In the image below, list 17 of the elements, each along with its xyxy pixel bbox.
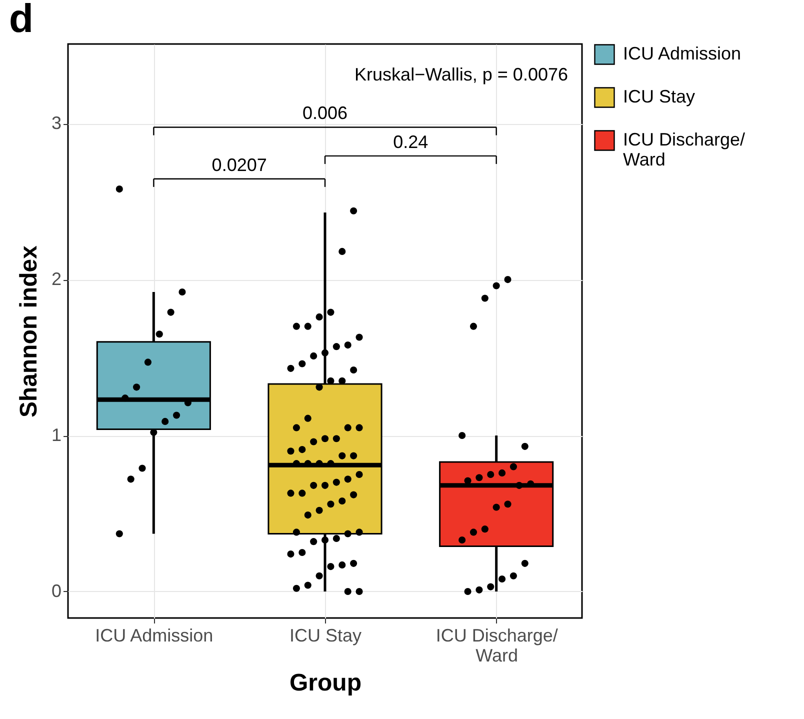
x-tick-label: ICU Discharge/ Ward	[436, 626, 558, 666]
x-axis-title: Group	[290, 670, 362, 696]
annotation: 0.24	[393, 132, 428, 152]
legend-label: ICU Discharge/ Ward	[623, 130, 746, 170]
annotation: 0.0207	[212, 154, 267, 175]
x-tick-label: ICU Stay	[289, 626, 362, 646]
x-tick-label: ICU Admission	[95, 626, 214, 646]
annotation: Kruskal−Wallis, p = 0.0076	[354, 64, 568, 85]
y-tick-label: 2	[51, 269, 62, 290]
y-tick-label: 0	[51, 580, 62, 601]
legend-label: ICU Stay	[623, 86, 696, 106]
y-axis-title: Shannon index	[15, 244, 42, 418]
annotation: 0.006	[302, 103, 348, 124]
y-tick-label: 3	[51, 113, 62, 134]
chart-title: d	[8, 0, 34, 41]
y-tick-label: 1	[51, 425, 62, 446]
legend-label: ICU Admission	[623, 44, 742, 64]
